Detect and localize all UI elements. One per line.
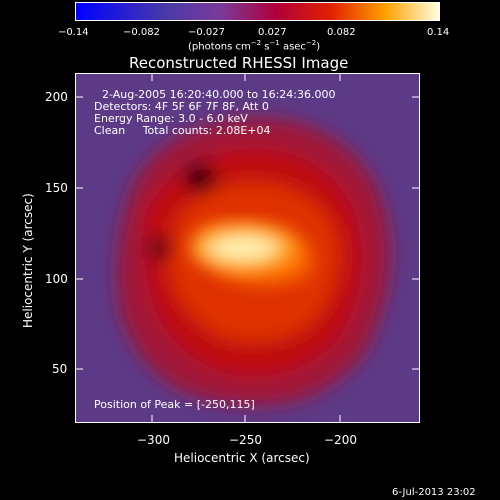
y-tick-label: 200	[45, 90, 68, 104]
annotation-detectors: Detectors: 4F 5F 6F 7F 8F, Att 0	[94, 100, 269, 113]
colorbar-tick: 0.027	[258, 27, 287, 38]
colorbar-tick: 0.14	[427, 27, 450, 38]
x-tick-label: −200	[324, 433, 357, 447]
annotation-energy: Energy Range: 3.0 - 6.0 keV	[94, 112, 248, 125]
colorbar-unit: (photons cm−2 s−1 asec−2)	[188, 39, 321, 53]
colorbar-tick: −0.14	[58, 27, 89, 38]
y-tick-label: 100	[45, 272, 68, 286]
y-tick-label: 50	[52, 362, 68, 376]
colorbar-tick: −0.082	[123, 27, 161, 38]
x-tick-label: −300	[137, 433, 170, 447]
y-axis-title: Heliocentric Y (arcsec)	[21, 193, 35, 328]
y-tick-label: 150	[45, 181, 68, 195]
annotation-clean: Clean Total counts: 2.08E+04	[94, 124, 271, 137]
annotation-peak: Position of Peak = [-250,115]	[94, 398, 255, 411]
axes-ticks	[75, 73, 420, 423]
x-axis-title: Heliocentric X (arcsec)	[174, 451, 310, 465]
x-tick-label: −250	[229, 433, 262, 447]
colorbar	[75, 2, 440, 21]
chart-title: Reconstructed RHESSI Image	[129, 54, 349, 72]
colorbar-tick: −0.027	[188, 27, 226, 38]
footer-timestamp: 6-Jul-2013 23:02	[392, 487, 476, 498]
plot-area	[75, 73, 420, 423]
annotation-time: 2-Aug-2005 16:20:40.000 to 16:24:36.000	[102, 88, 336, 101]
colorbar-tick: 0.082	[327, 27, 356, 38]
